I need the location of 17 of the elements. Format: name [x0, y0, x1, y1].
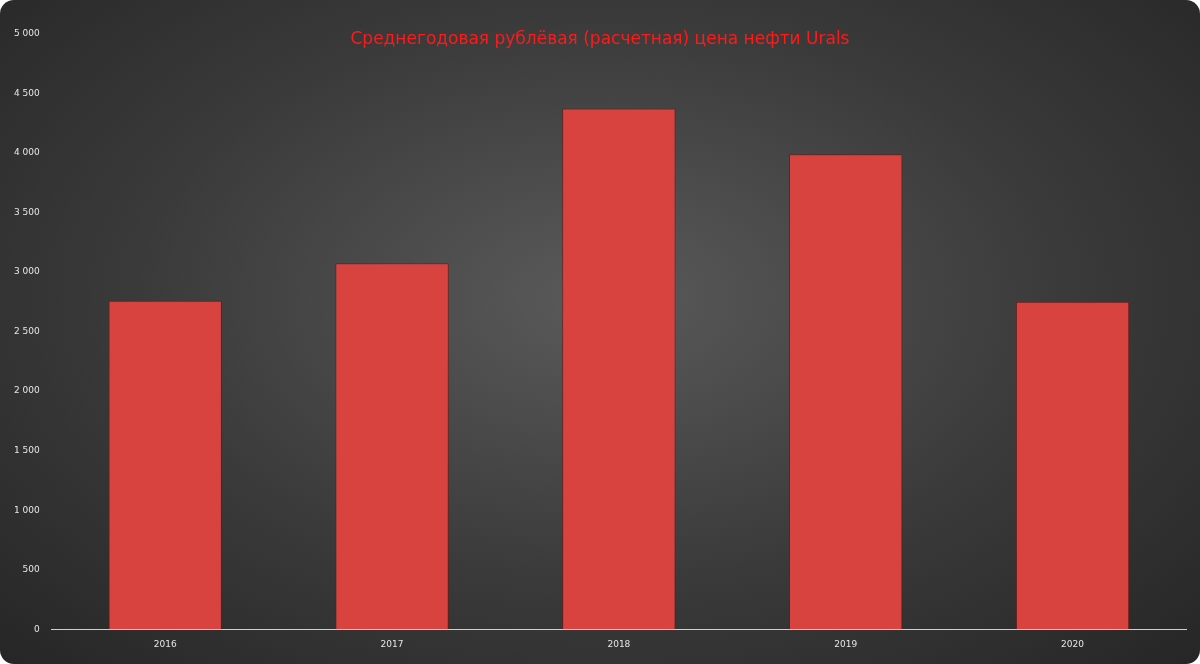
y-tick-label: 2 500 — [14, 325, 41, 336]
y-tick-label: 500 — [22, 564, 41, 575]
y-tick-label: 1 500 — [14, 444, 41, 455]
chart-title: Среднегодовая рублёвая (расчетная) цена нефти Urals — [350, 28, 850, 48]
x-tick-label: 2016 — [153, 638, 177, 649]
y-tick-label: 2 000 — [14, 385, 41, 396]
y-tick-label: 4 500 — [14, 87, 41, 98]
y-tick-label: 1 000 — [14, 504, 41, 515]
y-tick-label: 5 000 — [14, 28, 41, 39]
x-tick-label: 2018 — [607, 638, 631, 649]
y-tick-label: 3 500 — [14, 206, 41, 217]
y-tick-label: 0 — [34, 623, 41, 634]
x-tick-label: 2020 — [1061, 638, 1085, 649]
x-tick-label: 2019 — [834, 638, 858, 649]
x-tick-label: 2017 — [380, 638, 404, 649]
y-tick-label: 3 000 — [14, 266, 41, 277]
y-tick-label: 4 000 — [14, 147, 41, 158]
